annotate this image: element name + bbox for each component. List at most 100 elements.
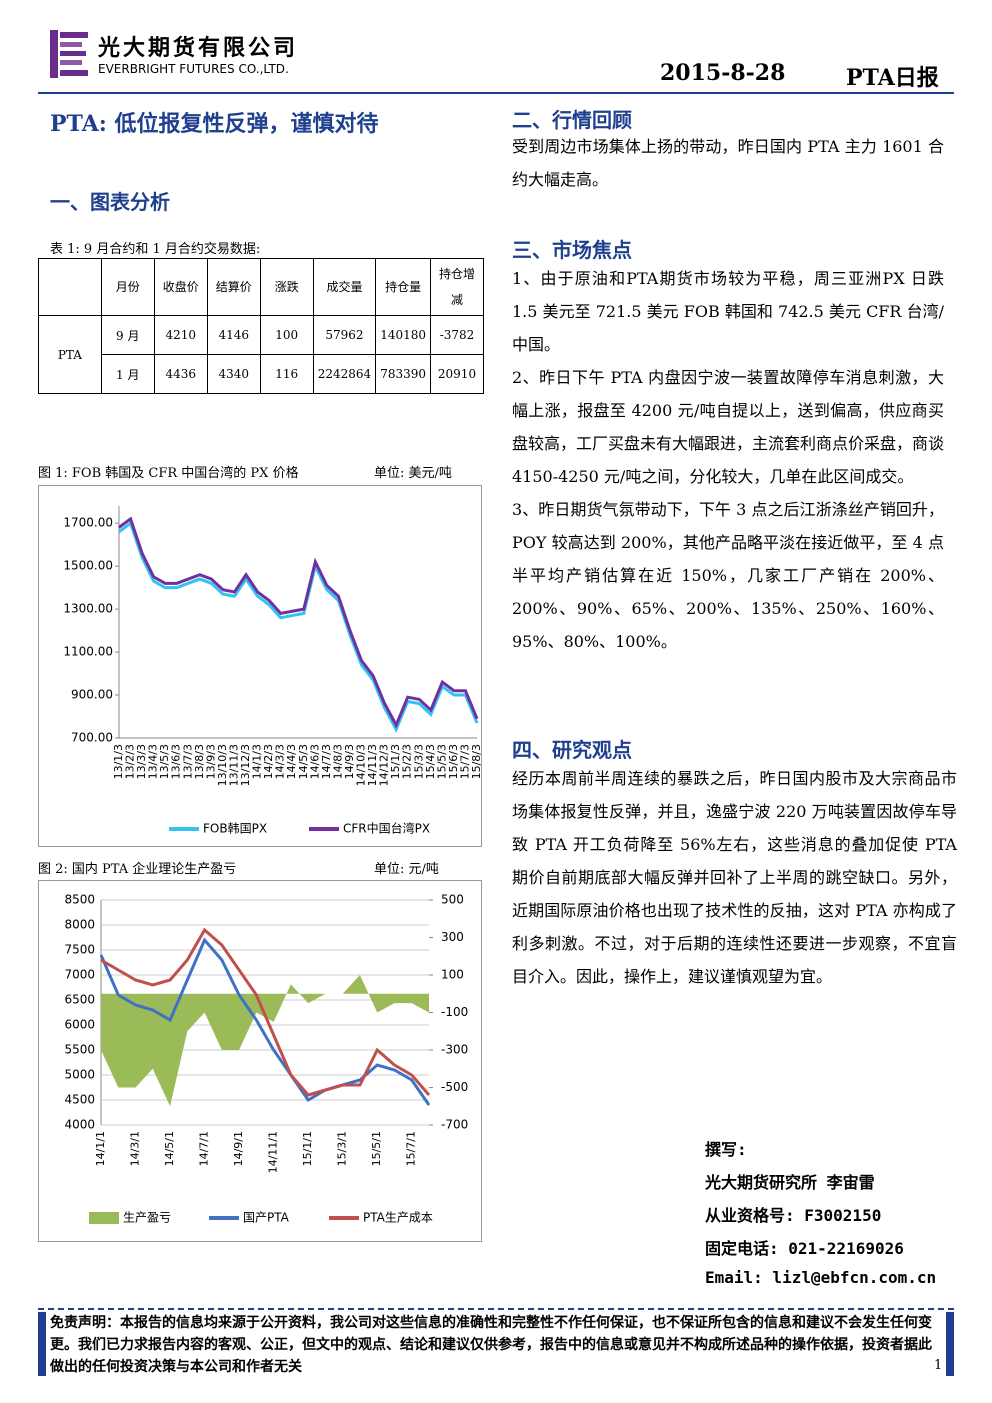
company-en: EVERBRIGHT FUTURES CO.,LTD. — [98, 62, 289, 76]
y-tick-label: 5000 — [64, 1068, 95, 1082]
table-cell: 4340 — [206, 354, 261, 394]
y-tick-label: 8000 — [64, 918, 95, 932]
x-tick-label: 15/1/3 — [389, 744, 402, 779]
author-label: 撰写: — [705, 1140, 747, 1159]
x-tick-label: 14/7/3 — [320, 744, 333, 779]
table-cell: -3782 — [430, 315, 484, 355]
footer-rule — [38, 1308, 954, 1310]
y2-tick-label: 300 — [441, 930, 464, 944]
x-tick-label: 14/3/3 — [274, 744, 287, 779]
table-cell: 4210 — [153, 315, 208, 355]
x-tick-label: 15/7/3 — [458, 744, 471, 779]
table-cell: 783390 — [375, 354, 431, 394]
y-tick-label: 8500 — [64, 893, 95, 907]
list-item: 1、由于原油和PTA期货市场较为平稳，周三亚洲PX 日跌 1.5 美元至 721… — [512, 269, 944, 354]
x-tick-label: 15/5/1 — [370, 1131, 383, 1166]
x-tick-label: 13/3/3 — [135, 744, 148, 779]
x-tick-label: 13/1/3 — [112, 744, 125, 779]
y2-tick-label: 100 — [441, 968, 464, 982]
y-tick-label: 1700.00 — [63, 516, 113, 530]
paragraph: 受到周边市场集体上扬的带动，昨日国内 PTA 主力 1601 合约大幅走高。 — [512, 137, 944, 189]
table-cell: 116 — [259, 354, 314, 394]
y-tick-label: 4500 — [64, 1093, 95, 1107]
y-tick-label: 900.00 — [71, 688, 113, 702]
table-row: 1 月 4436 4340 116 2242864 783390 20910 — [39, 354, 484, 394]
table-cell: 20910 — [430, 354, 484, 394]
table-cell: 2242864 — [312, 354, 377, 394]
y-tick-label: 1100.00 — [63, 645, 113, 659]
table-header: 收盘价 — [153, 258, 208, 316]
paragraph: 经历本周前半周连续的暴跌之后，昨日国内股市及大宗商品市场集体报复性反弹，并且，逸… — [512, 769, 957, 986]
table-header: 涨跌 — [259, 258, 314, 316]
y-tick-label: 1500.00 — [63, 559, 113, 573]
x-tick-label: 15/2/3 — [401, 744, 414, 779]
table-cell: 140180 — [375, 315, 431, 355]
table-row: 月份 收盘价 结算价 涨跌 成交量 持仓量 持仓增减 — [38, 258, 484, 316]
legend-label: CFR中国台湾PX — [343, 821, 430, 836]
legend-label: FOB韩国PX — [203, 821, 267, 836]
table-caption: 表 1: 9 月合约和 1 月合约交易数据: — [50, 242, 261, 257]
author-license: 从业资格号: F3002150 — [705, 1206, 882, 1225]
section-heading: 三、市场焦点 — [512, 238, 632, 262]
x-tick-label: 14/12/3 — [378, 744, 391, 786]
area — [101, 975, 429, 1107]
legend-label: 生产盈亏 — [123, 1211, 171, 1225]
section-heading: 四、研究观点 — [512, 738, 632, 762]
x-tick-label: 13/10/3 — [216, 744, 229, 786]
table-cell: 4436 — [153, 354, 208, 394]
author-email: Email: lizl@ebfcn.com.cn — [705, 1268, 937, 1287]
company-cn: 光大期货有限公司 — [98, 35, 299, 61]
author-name: 光大期货研究所 李宙雷 — [705, 1173, 875, 1192]
table-header: 持仓增减 — [430, 258, 484, 316]
y-tick-label: 5500 — [64, 1043, 95, 1057]
x-tick-label: 14/5/1 — [163, 1131, 176, 1166]
x-tick-label: 14/2/3 — [262, 744, 275, 779]
x-tick-label: 13/8/3 — [193, 744, 206, 779]
x-tick-label: 15/6/3 — [447, 744, 460, 779]
x-tick-label: 14/8/3 — [331, 744, 344, 779]
x-tick-label: 14/7/1 — [198, 1131, 211, 1166]
line — [118, 520, 479, 733]
table-cell: 4146 — [206, 315, 261, 355]
section-heading: 一、图表分析 — [50, 190, 170, 214]
y-tick-label: 6000 — [64, 1018, 95, 1032]
y2-tick-label: 500 — [441, 893, 464, 907]
title: PTA: 低位报复性反弹，谨慎对待 — [50, 111, 379, 137]
x-tick-label: 14/10/3 — [355, 744, 368, 786]
x-tick-label: 14/5/3 — [297, 744, 310, 779]
focus-list: 1、由于原油和PTA期货市场较为平稳，周三亚洲PX 日跌 1.5 美元至 721… — [512, 262, 944, 658]
x-tick-label: 15/1/1 — [301, 1131, 314, 1166]
y-tick-label: 1300.00 — [63, 602, 113, 616]
table-header: 月份 — [100, 258, 155, 316]
x-tick-label: 13/7/3 — [181, 744, 194, 779]
chart: 700.00 900.00 1100.00 1300.00 1500.00 1700.00… — [38, 485, 482, 847]
x-tick-label: 13/6/3 — [170, 744, 183, 779]
table-cell — [38, 258, 102, 316]
chart-title: 图 1: FOB 韩国及 CFR 中国台湾的 PX 价格 — [38, 466, 299, 481]
table-row: PTA 9 月 4210 4146 100 57962 140180 -3782 — [38, 315, 484, 394]
x-tick-label: 13/4/3 — [147, 744, 160, 779]
table-header: 持仓量 — [375, 258, 431, 316]
table-cell: 1 月 — [100, 354, 155, 394]
x-tick-label: 14/3/1 — [129, 1131, 142, 1166]
chart-unit: 单位: 美元/吨 — [374, 466, 452, 481]
list-item: 3、昨日期货气氛带动下，下午 3 点之后江浙涤丝产销回升，POY 较高达到 20… — [512, 500, 944, 651]
table-cell: 57962 — [312, 315, 377, 355]
chart-unit: 单位: 元/吨 — [374, 862, 439, 877]
x-tick-label: 15/3/3 — [412, 744, 425, 779]
author-phone: 固定电话: 021-22169026 — [705, 1239, 904, 1258]
chart: 4000 4500 5000 5500 6000 6500 7000 7500 8000 8500… — [38, 880, 482, 1242]
legend-label: 国产PTA — [243, 1211, 290, 1225]
footer-bar — [946, 1312, 954, 1376]
x-tick-label: 14/6/3 — [308, 744, 321, 779]
disclaimer: 免责声明：本报告的信息均来源于公开资料，我公司对这些信息的准确性和完整性不作任何… — [50, 1315, 932, 1375]
table-cell: 9 月 — [100, 315, 155, 355]
author-block: 撰写: 光大期货研究所 李宙雷 从业资格号: F3002150 固定电话: 02… — [705, 1136, 936, 1301]
table-header: 成交量 — [312, 258, 377, 316]
page-number: 1 — [934, 1358, 943, 1373]
table-header: 结算价 — [206, 258, 261, 316]
legend-label: PTA生产成本 — [363, 1211, 433, 1225]
logo — [50, 30, 88, 78]
chart-title: 图 2: 国内 PTA 企业理论生产盈亏 — [38, 862, 237, 877]
